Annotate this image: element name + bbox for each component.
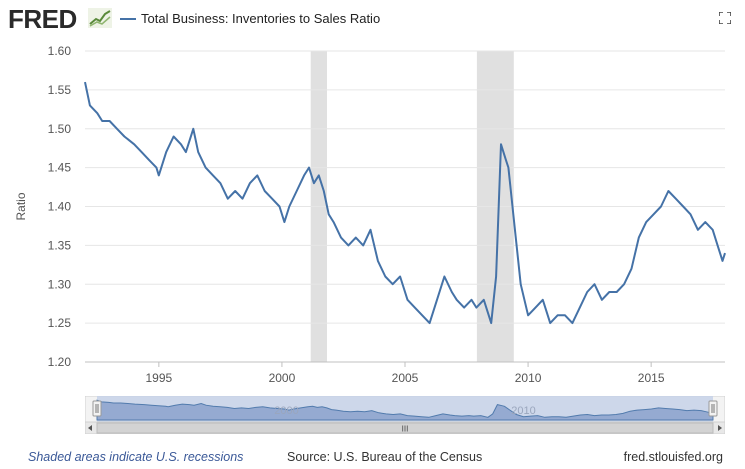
- navigator-right-handle[interactable]: [708, 400, 718, 417]
- navigator-label: 2000: [274, 405, 298, 417]
- x-tick-label: 2015: [638, 371, 665, 385]
- x-tick-label: 2010: [515, 371, 542, 385]
- navigator-left-handle[interactable]: [92, 400, 102, 417]
- right-arrow-icon[interactable]: [718, 425, 722, 431]
- legend-line-icon: [120, 17, 136, 20]
- y-tick-label: 1.40: [48, 200, 72, 214]
- fred-logo[interactable]: FRED: [8, 4, 77, 34]
- scrollbar-grip: III: [402, 425, 409, 434]
- y-tick-label: 1.20: [48, 355, 72, 369]
- y-tick-label: 1.55: [48, 83, 72, 97]
- navigator-label: 2010: [511, 405, 535, 417]
- navigator[interactable]: 2000 2010 III: [85, 396, 725, 434]
- line-chart: 1.20 1.25 1.30 1.35 1.40 1.45 1.50 1.55 1.60 1995…: [14, 44, 726, 385]
- legend[interactable]: Total Business: Inventories to Sales Rat…: [120, 11, 380, 26]
- recession-note-link[interactable]: Shaded areas indicate U.S. recessions: [28, 450, 244, 464]
- footer: Shaded areas indicate U.S. recessions So…: [0, 450, 745, 469]
- y-tick-label: 1.45: [48, 161, 72, 175]
- x-tick-label: 2000: [269, 371, 296, 385]
- y-axis-title: Ratio: [14, 192, 28, 220]
- left-arrow-icon[interactable]: [88, 425, 92, 431]
- fred-graph-icon: [88, 8, 112, 28]
- legend-label: Total Business: Inventories to Sales Rat…: [141, 11, 381, 26]
- y-tick-label: 1.35: [48, 238, 72, 252]
- fred-url[interactable]: fred.stlouisfed.org: [623, 450, 723, 464]
- header: FRED Total Business: Inventories to Sale…: [0, 0, 745, 40]
- fullscreen-icon[interactable]: [719, 12, 731, 24]
- source-text: Source: U.S. Bureau of the Census: [287, 450, 483, 464]
- y-tick-label: 1.50: [48, 122, 72, 136]
- series-line[interactable]: [84, 81, 726, 325]
- scrollbar-thumb[interactable]: [96, 422, 714, 434]
- y-tick-label: 1.25: [48, 316, 72, 330]
- x-tick-label: 1995: [145, 371, 172, 385]
- y-tick-label: 1.60: [48, 44, 72, 58]
- x-tick-label: 2005: [392, 371, 419, 385]
- navigator-series: [96, 399, 714, 421]
- y-tick-label: 1.30: [48, 277, 72, 291]
